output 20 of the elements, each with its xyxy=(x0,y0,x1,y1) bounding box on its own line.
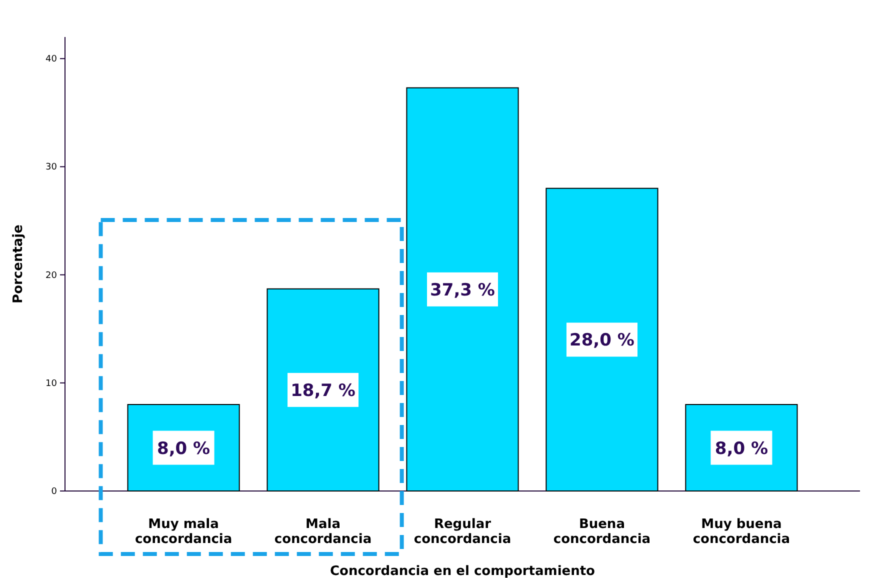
y-tick-label: 10 xyxy=(46,378,58,389)
x-tick-label: Mala concordancia xyxy=(274,517,372,547)
y-tick-label: 30 xyxy=(46,162,58,173)
data-label: 18,7 % xyxy=(290,380,356,401)
data-label: 37,3 % xyxy=(430,280,495,300)
bar xyxy=(546,188,658,492)
x-tick-label: Muy buena concordancia xyxy=(692,517,790,547)
bar xyxy=(266,288,380,492)
data-label: 28,0 % xyxy=(570,330,634,351)
data-label: 8,0 % xyxy=(157,438,210,459)
x-tick-label: Regular concordancia xyxy=(414,517,512,547)
x-axis-title: Concordancia en el comportamiento xyxy=(330,564,596,578)
bar xyxy=(406,87,519,492)
y-tick-label: 0 xyxy=(51,487,58,497)
data-label: 8,0 % xyxy=(714,438,768,459)
y-tick-label: 40 xyxy=(46,54,58,65)
x-tick-label: Buena concordancia xyxy=(553,517,651,547)
y-axis-title: Porcentaje xyxy=(11,224,26,304)
y-tick-label: 20 xyxy=(46,270,58,281)
x-tick-label: Muy mala concordancia xyxy=(134,517,232,547)
